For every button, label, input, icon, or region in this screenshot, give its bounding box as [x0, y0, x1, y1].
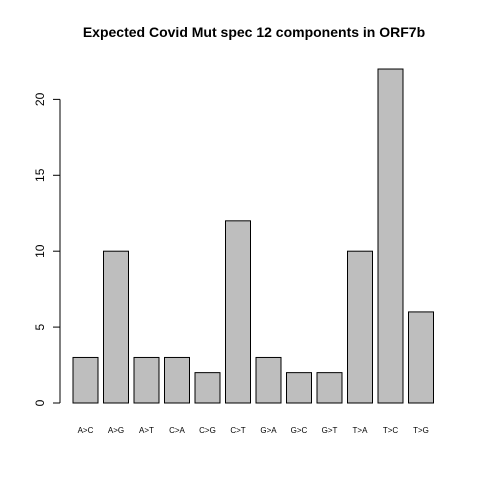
y-tick-label: 20	[33, 92, 47, 106]
x-category-label: T>A	[353, 426, 369, 435]
bar-A-to-C	[73, 357, 98, 403]
y-tick-label: 10	[33, 244, 47, 258]
x-category-label: A>C	[78, 426, 94, 435]
bar-A-to-G	[104, 251, 129, 403]
bar-T-to-G	[409, 312, 434, 403]
x-category-label: G>C	[291, 426, 308, 435]
bar-T-to-C	[378, 69, 403, 403]
x-category-label: G>T	[322, 426, 338, 435]
y-tick-label: 5	[33, 323, 47, 330]
x-category-label: T>G	[413, 426, 429, 435]
y-tick-label: 0	[33, 399, 47, 406]
bar-G-to-T	[317, 373, 342, 403]
bar-T-to-A	[348, 251, 373, 403]
x-category-label: C>A	[169, 426, 185, 435]
x-category-label: A>T	[139, 426, 154, 435]
chart-title: Expected Covid Mut spec 12 components in…	[83, 24, 425, 40]
bar-C-to-G	[195, 373, 220, 403]
x-category-label: C>T	[230, 426, 245, 435]
bar-G-to-C	[287, 373, 312, 403]
x-category-label: G>A	[260, 426, 277, 435]
x-category-label: C>G	[199, 426, 216, 435]
y-tick-label: 15	[33, 168, 47, 182]
bar-C-to-A	[165, 357, 190, 403]
bar-A-to-T	[134, 357, 159, 403]
x-category-label: T>C	[383, 426, 399, 435]
x-category-label: A>G	[108, 426, 124, 435]
bar-G-to-A	[256, 357, 281, 403]
bar-C-to-T	[226, 221, 251, 403]
